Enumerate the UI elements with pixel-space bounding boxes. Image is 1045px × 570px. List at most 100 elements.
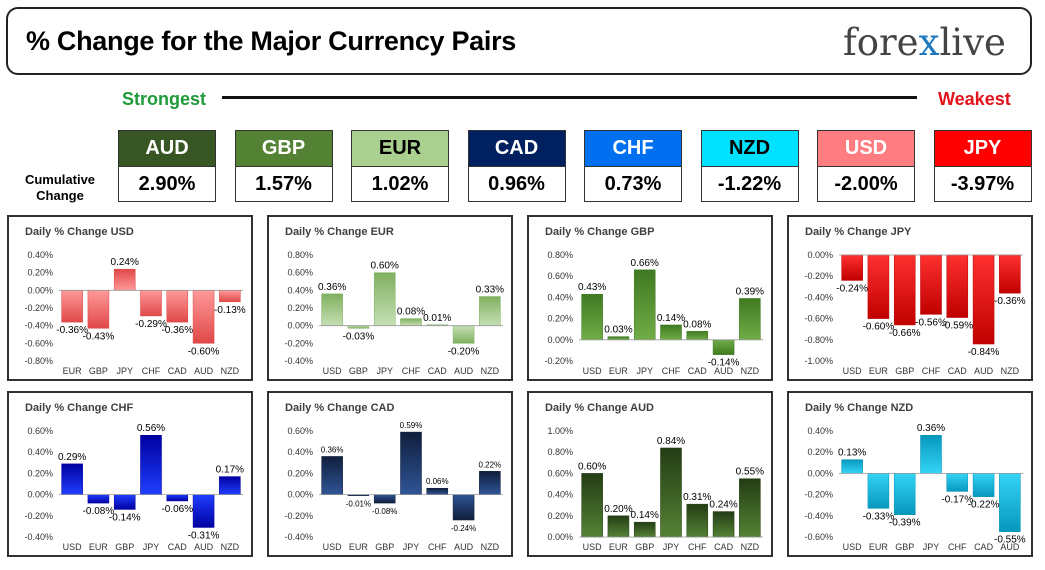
bar-aud [972,254,995,345]
x-tick-label: AUD [1000,542,1020,552]
y-tick-label: 0.60% [547,468,573,478]
weakest-label: Weakest [938,89,1011,109]
bar-nzd [219,290,241,303]
x-tick-label: USD [583,366,603,376]
bar-cad [686,331,709,341]
bar-chf [920,254,942,315]
bar-chart: Daily % Change EUR -0.40% -0.20% 0.00% 0.20%… [284,226,504,376]
data-label: -0.60% [863,322,895,333]
x-tick-label: JPY [116,366,133,376]
x-tick-label: EUR [349,542,369,552]
bar-jpy [113,268,136,291]
bar-usd [581,473,603,538]
bar-eur [607,336,630,341]
y-tick-label: 0.80% [547,250,573,260]
bar-eur [61,290,83,323]
y-tick-label: -0.40% [284,356,313,366]
y-tick-label: 0.60% [27,426,53,436]
bar-gbp [893,473,916,515]
data-label: -0.29% [135,319,167,330]
y-tick-label: -0.60% [804,314,833,324]
data-label: -0.55% [994,535,1026,546]
chart-panel-1: Daily % Change USD -0.80% -0.60% -0.40% -0.2… [7,215,253,381]
data-label: -0.36% [161,325,193,336]
x-tick-label: NZD [741,366,760,376]
x-tick-label: AUD [454,366,474,376]
data-label: 0.59% [400,421,423,430]
x-tick-label: USD [323,366,343,376]
y-tick-label: 0.40% [287,447,313,457]
chart-title: Daily % Change CAD [285,402,394,414]
data-label: 0.03% [604,325,632,336]
y-tick-label: -0.40% [24,321,53,331]
bar-gbp [113,494,136,510]
data-label: -0.08% [83,506,115,517]
currency-tile-eur: EUR 1.02% [351,130,449,202]
data-label: 0.60% [578,461,606,472]
currency-name: GBP [234,130,333,167]
x-tick-label: CAD [428,366,448,376]
bar-usd [841,459,863,474]
data-label: 0.33% [476,285,504,296]
data-label: 0.24% [709,500,737,511]
y-tick-label: 0.80% [547,447,573,457]
currency-tile-nzd: NZD -1.22% [700,130,799,202]
chart-title: Daily % Change EUR [285,226,394,238]
data-label: -0.08% [372,507,397,516]
cumulative-value: 2.90% [118,167,216,202]
y-tick-label: 0.40% [287,285,313,295]
currency-name: CHF [584,130,682,167]
x-tick-label: NZD [221,542,240,552]
bar-chart: Daily % Change GBP -0.20% 0.00% 0.20% 0.40% 0… [544,226,764,376]
x-tick-label: CAD [688,366,708,376]
y-tick-label: 0.00% [27,285,53,295]
x-tick-label: USD [843,542,863,552]
page-title: % Change for the Major Currency Pairs [26,26,517,56]
data-label: 0.31% [683,492,711,503]
bar-usd [581,293,603,341]
bar-nzd [479,296,501,326]
data-label: -0.03% [343,331,375,342]
bar-jpy [140,434,162,495]
x-tick-label: CHF [922,366,941,376]
data-label: -0.14% [109,512,141,523]
x-tick-label: CHF [142,366,161,376]
data-label: -0.24% [836,283,868,294]
data-label: 0.56% [137,423,165,434]
data-label: 0.66% [631,258,659,269]
currency-name: EUR [351,130,449,167]
strength-scale-line [222,96,917,99]
data-label: 0.14% [631,510,659,521]
bar-usd [61,463,83,495]
bar-chf [946,473,969,492]
bar-jpy [400,431,422,495]
y-tick-label: -0.80% [804,335,833,345]
forexlive-logo: forexlive [843,21,1006,64]
bar-eur [867,473,890,509]
bar-chart: Daily % Change CHF -0.40% -0.20% 0.00% 0.20%… [24,402,244,552]
y-tick-label: 1.00% [547,426,573,436]
data-label: -0.84% [968,347,1000,358]
y-tick-label: 0.20% [287,303,313,313]
currency-tile-cad: CAD 0.96% [467,130,566,202]
chart-panel-2: Daily % Change EUR -0.40% -0.20% 0.00% 0.20%… [267,215,513,381]
currency-name: CAD [467,130,566,167]
logo-x: x [918,21,940,64]
x-tick-label: AUD [194,366,214,376]
data-label: 0.43% [578,282,606,293]
data-label: -0.31% [188,530,220,541]
currency-tile-usd: USD -2.00% [817,130,915,202]
x-tick-label: CHF [662,366,681,376]
data-label: -0.22% [968,500,1000,511]
x-tick-label: GBP [895,366,914,376]
y-tick-label: 0.20% [287,468,313,478]
cumulative-value: -3.97% [933,167,1032,202]
data-label: -0.43% [83,331,115,342]
x-tick-label: USD [323,542,343,552]
y-tick-label: -0.60% [24,338,53,348]
chart-panel-6: Daily % Change CAD -0.40% -0.20% 0.00% 0.20%… [267,391,513,557]
x-tick-label: AUD [714,366,734,376]
bar-gbp [373,494,396,504]
x-tick-label: EUR [869,366,889,376]
data-label: 0.60% [371,261,399,272]
